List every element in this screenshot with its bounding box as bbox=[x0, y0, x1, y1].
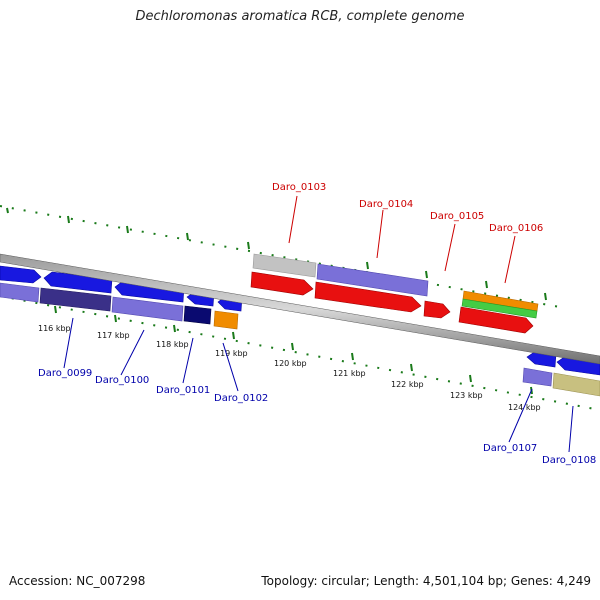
gene-label[interactable]: Daro_0101 bbox=[156, 385, 210, 396]
callouts-bottom bbox=[63, 317, 574, 453]
gene-label[interactable]: Daro_0107 bbox=[483, 443, 537, 454]
gene-arrow[interactable] bbox=[458, 306, 534, 334]
genome-stats-text: Topology: circular; Length: 4,501,104 bp… bbox=[261, 574, 591, 588]
gene-label[interactable]: Daro_0105 bbox=[430, 211, 484, 222]
kbp-label: 122 kbp bbox=[391, 380, 424, 389]
reverse-feature-lane bbox=[0, 271, 600, 397]
map-title: Dechloromonas aromatica RCB, complete ge… bbox=[135, 9, 465, 24]
gene-block[interactable] bbox=[0, 282, 40, 303]
gene-block[interactable] bbox=[252, 253, 317, 278]
kbp-label: 119 kbp bbox=[215, 349, 248, 358]
gene-block[interactable] bbox=[111, 296, 184, 322]
kbp-label: 118 kbp bbox=[156, 340, 189, 349]
lower-tick-row bbox=[0, 295, 600, 411]
gene-arrow[interactable] bbox=[0, 265, 42, 284]
kbp-label: 120 kbp bbox=[274, 359, 307, 368]
gene-block[interactable] bbox=[316, 263, 429, 297]
callouts-top bbox=[288, 195, 516, 284]
kbp-label: 117 kbp bbox=[97, 331, 130, 340]
kbp-label: 116 kbp bbox=[38, 324, 71, 333]
gene-block[interactable] bbox=[461, 298, 538, 319]
gene-label[interactable]: Daro_0102 bbox=[214, 393, 268, 404]
gene-label[interactable]: Daro_0104 bbox=[359, 199, 413, 210]
gene-arrow[interactable] bbox=[423, 300, 451, 319]
gene-label[interactable]: Daro_0103 bbox=[272, 182, 326, 193]
gene-block[interactable] bbox=[183, 305, 212, 325]
gene-block[interactable] bbox=[39, 287, 112, 312]
gene-label[interactable]: Daro_0100 bbox=[95, 375, 149, 386]
gene-arrow[interactable] bbox=[250, 271, 314, 296]
kbp-label: 121 kbp bbox=[333, 369, 366, 378]
gene-block[interactable] bbox=[213, 310, 239, 330]
gene-label[interactable]: Daro_0108 bbox=[542, 455, 596, 466]
gene-block[interactable] bbox=[522, 367, 553, 387]
accession-text: Accession: NC_007298 bbox=[9, 574, 146, 588]
upper-tick-row bbox=[0, 205, 561, 308]
gene-label[interactable]: Daro_0106 bbox=[489, 223, 543, 234]
genome-backbone bbox=[0, 253, 600, 365]
kbp-label: 123 kbp bbox=[450, 391, 483, 400]
gene-label[interactable]: Daro_0099 bbox=[38, 368, 92, 379]
gene-block[interactable] bbox=[552, 372, 600, 397]
gene-arrow[interactable] bbox=[314, 281, 422, 313]
